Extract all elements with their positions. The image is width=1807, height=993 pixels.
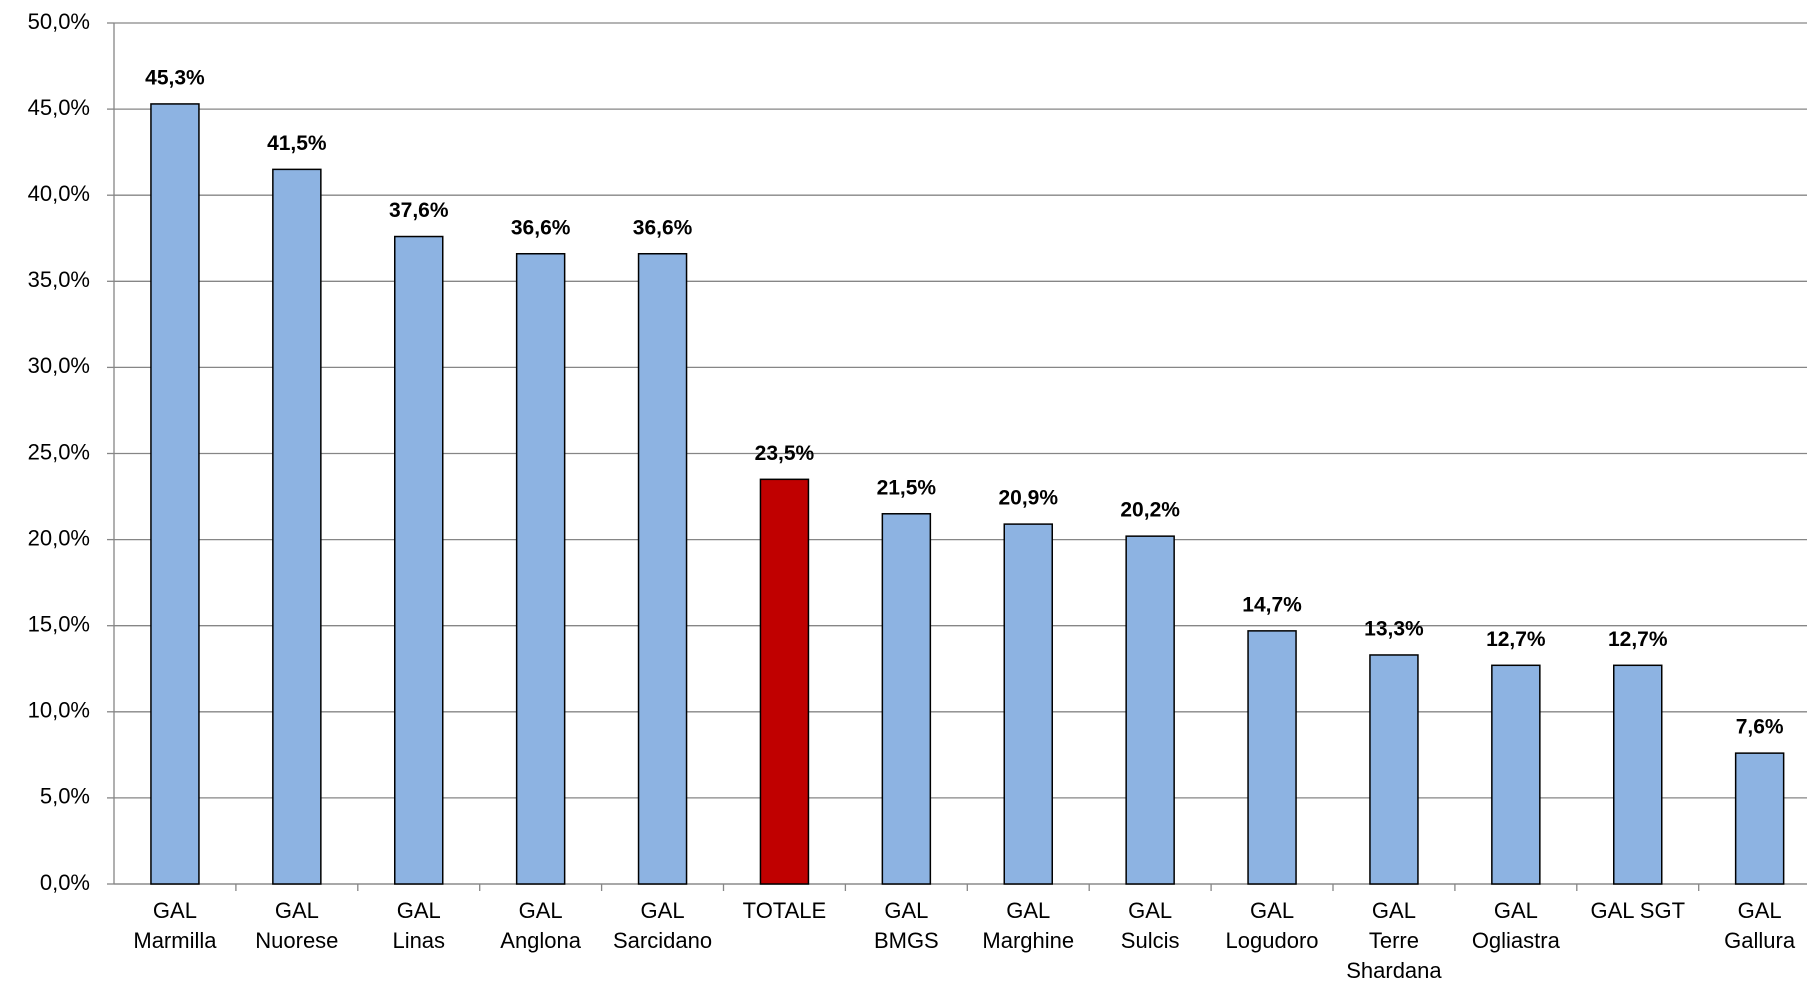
- value-label: 20,9%: [998, 487, 1058, 510]
- bar: [637, 252, 688, 885]
- value-label: 14,7%: [1242, 593, 1302, 616]
- value-label: 20,2%: [1120, 499, 1180, 522]
- x-tick-label: GAL Ogliastra: [1471, 898, 1560, 953]
- x-tick-label: GAL Gallura: [1724, 898, 1796, 953]
- x-tick-label: GAL Logudoro: [1225, 898, 1319, 953]
- value-label: 12,7%: [1608, 628, 1668, 651]
- value-label: 41,5%: [267, 132, 327, 155]
- value-label: 23,5%: [755, 442, 815, 465]
- y-tick-label: 20,0%: [28, 525, 90, 550]
- bar: [1491, 664, 1541, 885]
- x-tick-label: GAL Sulcis: [1120, 898, 1180, 953]
- x-tick-label: TOTALE: [742, 898, 827, 923]
- x-tick-label: GAL Marmilla: [133, 898, 217, 953]
- y-tick-label: 50,0%: [28, 9, 90, 34]
- y-tick-label: 0,0%: [40, 870, 90, 895]
- value-label: 36,6%: [511, 216, 571, 239]
- bar: [515, 252, 566, 885]
- value-label: 37,6%: [389, 199, 449, 222]
- value-label: 36,6%: [633, 216, 693, 239]
- bar: [1247, 630, 1297, 885]
- bar: [1003, 523, 1053, 885]
- x-tick-label: GAL BMGS: [873, 898, 939, 953]
- x-tick-label: GAL Nuorese: [255, 898, 339, 953]
- value-label: 45,3%: [145, 66, 205, 89]
- x-tick-label: GAL Sarcidano: [613, 898, 713, 953]
- y-tick-label: 45,0%: [28, 95, 90, 120]
- bar: [150, 103, 200, 885]
- value-label: 7,6%: [1736, 716, 1784, 739]
- bar: [1613, 664, 1663, 885]
- value-label: 21,5%: [877, 476, 937, 499]
- value-label: 12,7%: [1486, 628, 1546, 651]
- value-label: 13,3%: [1364, 618, 1424, 641]
- x-tick-label: GAL Terre Shardana: [1346, 898, 1442, 983]
- y-tick-label: 30,0%: [28, 353, 90, 378]
- bar: [1734, 752, 1785, 885]
- y-tick-label: 40,0%: [28, 181, 90, 206]
- x-tick-label: GAL Marghine: [982, 898, 1075, 953]
- bar: [1125, 535, 1175, 885]
- y-tick-label: 10,0%: [28, 698, 90, 723]
- y-tick-label: 25,0%: [28, 439, 90, 464]
- x-tick-label: GAL Linas: [392, 898, 446, 953]
- bar: [272, 168, 322, 885]
- y-tick-label: 35,0%: [28, 267, 90, 292]
- y-tick-label: 15,0%: [28, 612, 90, 637]
- bar: [881, 513, 932, 885]
- bar: [394, 235, 444, 885]
- x-tick-label: GAL SGT: [1590, 898, 1686, 923]
- bar: [1369, 654, 1419, 885]
- bar: [759, 478, 810, 885]
- y-tick-label: 5,0%: [40, 784, 90, 809]
- x-tick-label: GAL Anglona: [500, 898, 582, 953]
